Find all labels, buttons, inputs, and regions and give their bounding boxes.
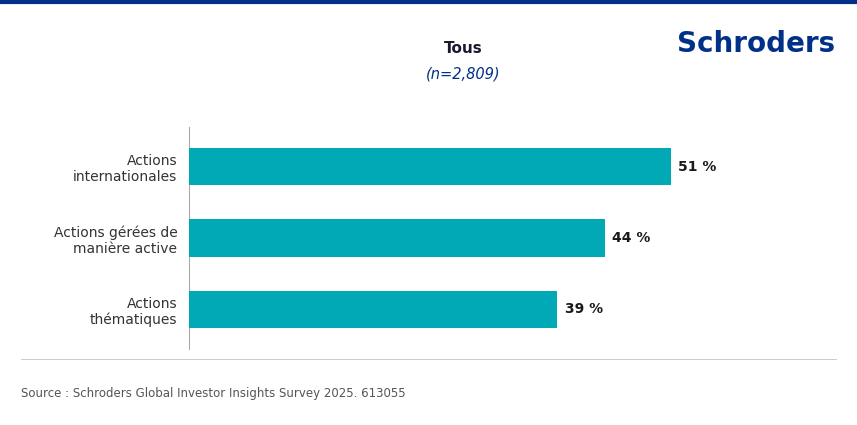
Text: 44 %: 44 % (612, 231, 650, 245)
Bar (189, 148, 671, 185)
Text: (n=2,809): (n=2,809) (425, 67, 500, 82)
Text: Source : Schroders Global Investor Insights Survey 2025. 613055: Source : Schroders Global Investor Insig… (21, 386, 406, 399)
Bar (189, 219, 605, 257)
Text: 39 %: 39 % (565, 302, 603, 316)
Text: Schroders: Schroders (677, 30, 836, 58)
Text: Tous: Tous (443, 41, 482, 57)
Text: 51 %: 51 % (679, 160, 716, 174)
Bar (189, 291, 557, 328)
